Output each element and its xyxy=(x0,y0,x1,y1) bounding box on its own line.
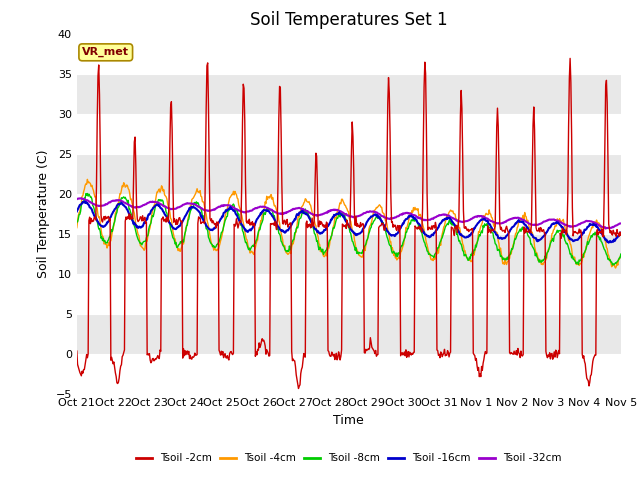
Tsoil -4cm xyxy=(612,265,620,271)
Tsoil -32cm xyxy=(195,204,202,209)
Line: Tsoil -4cm: Tsoil -4cm xyxy=(77,180,621,268)
Tsoil -16cm xyxy=(617,230,625,236)
Bar xyxy=(77,234,621,274)
Tsoil -4cm xyxy=(140,246,147,252)
Tsoil -16cm xyxy=(605,240,612,246)
Tsoil -8cm xyxy=(416,226,424,231)
Tsoil -4cm xyxy=(431,254,439,260)
Tsoil -16cm xyxy=(195,208,202,214)
Tsoil -32cm xyxy=(73,196,81,202)
Tsoil -32cm xyxy=(140,202,147,208)
Tsoil -16cm xyxy=(81,198,88,204)
Title: Soil Temperatures Set 1: Soil Temperatures Set 1 xyxy=(250,11,447,29)
Line: Tsoil -16cm: Tsoil -16cm xyxy=(77,201,621,243)
X-axis label: Time: Time xyxy=(333,414,364,427)
Tsoil -16cm xyxy=(84,200,92,206)
Line: Tsoil -2cm: Tsoil -2cm xyxy=(77,59,621,388)
Tsoil -2cm xyxy=(139,213,147,218)
Tsoil -4cm xyxy=(73,225,81,230)
Bar xyxy=(77,73,621,114)
Tsoil -4cm xyxy=(223,205,231,211)
Tsoil -32cm xyxy=(77,195,85,201)
Bar xyxy=(77,354,621,394)
Legend: Tsoil -2cm, Tsoil -4cm, Tsoil -8cm, Tsoil -16cm, Tsoil -32cm: Tsoil -2cm, Tsoil -4cm, Tsoil -8cm, Tsoi… xyxy=(132,449,566,468)
Tsoil -16cm xyxy=(140,222,147,228)
Tsoil -2cm xyxy=(617,232,625,238)
Tsoil -16cm xyxy=(73,209,81,215)
Tsoil -2cm xyxy=(83,352,90,358)
Tsoil -8cm xyxy=(140,239,147,245)
Line: Tsoil -8cm: Tsoil -8cm xyxy=(77,193,621,265)
Tsoil -4cm xyxy=(416,212,424,218)
Tsoil -32cm xyxy=(602,226,609,231)
Tsoil -16cm xyxy=(223,207,231,213)
Tsoil -8cm xyxy=(223,214,231,219)
Tsoil -2cm xyxy=(73,348,81,354)
Y-axis label: Soil Temperature (C): Soil Temperature (C) xyxy=(37,149,50,278)
Tsoil -8cm xyxy=(73,219,81,225)
Tsoil -16cm xyxy=(416,222,424,228)
Tsoil -8cm xyxy=(609,262,616,268)
Tsoil -4cm xyxy=(617,253,625,259)
Bar xyxy=(77,193,621,234)
Tsoil -4cm xyxy=(84,177,92,182)
Bar xyxy=(77,274,621,313)
Tsoil -16cm xyxy=(431,229,439,235)
Tsoil -32cm xyxy=(431,215,439,220)
Bar xyxy=(77,313,621,354)
Tsoil -32cm xyxy=(416,216,424,221)
Tsoil -4cm xyxy=(83,181,90,187)
Tsoil -8cm xyxy=(83,192,90,198)
Text: VR_met: VR_met xyxy=(82,47,129,58)
Tsoil -32cm xyxy=(223,203,231,208)
Tsoil -8cm xyxy=(84,191,92,196)
Bar xyxy=(77,154,621,193)
Bar xyxy=(77,34,621,73)
Tsoil -2cm xyxy=(294,385,302,391)
Tsoil -2cm xyxy=(194,220,202,226)
Tsoil -8cm xyxy=(195,201,202,207)
Tsoil -8cm xyxy=(617,251,625,257)
Tsoil -2cm xyxy=(566,56,574,61)
Tsoil -32cm xyxy=(84,197,92,203)
Tsoil -2cm xyxy=(223,355,230,361)
Tsoil -2cm xyxy=(431,219,439,225)
Tsoil -4cm xyxy=(195,189,202,194)
Line: Tsoil -32cm: Tsoil -32cm xyxy=(77,198,621,228)
Tsoil -2cm xyxy=(416,224,424,229)
Tsoil -32cm xyxy=(617,221,625,227)
Bar xyxy=(77,114,621,154)
Tsoil -8cm xyxy=(431,251,439,256)
